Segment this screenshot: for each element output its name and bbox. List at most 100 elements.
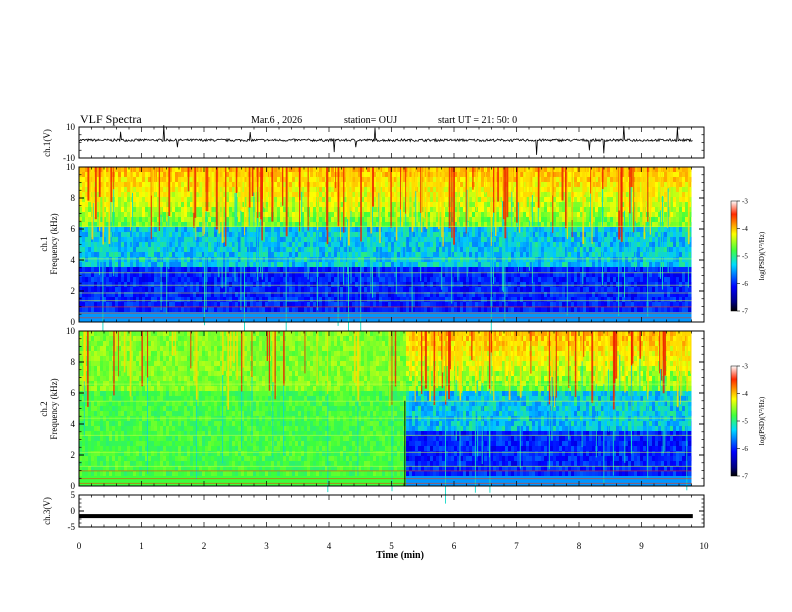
spectrogram-cell <box>433 227 437 233</box>
spectrogram-cell <box>85 172 89 178</box>
spectrogram-cell <box>295 272 299 278</box>
spectrogram-cell <box>457 247 461 253</box>
spectrogram-cell <box>289 232 293 238</box>
spectrogram-cell <box>394 237 398 243</box>
spectrogram-cell <box>151 292 155 298</box>
spectrogram-cell <box>472 312 476 318</box>
spectrogram-cell <box>100 247 104 253</box>
spectrogram-cell <box>352 237 356 243</box>
spectrogram-cell <box>211 247 215 253</box>
spectrogram-cell <box>328 242 332 248</box>
spectrogram-cell <box>409 252 413 258</box>
spectrogram-cell <box>361 172 365 178</box>
spectrogram-cell <box>361 177 365 183</box>
spectrogram-cell <box>526 212 530 218</box>
spectrogram-cell <box>514 292 518 298</box>
spectrogram-cell <box>409 317 413 323</box>
spectrogram-cell <box>190 222 194 228</box>
spectrogram-cell <box>451 317 455 323</box>
spectrogram-cell <box>160 252 164 258</box>
spectrogram-cell <box>412 267 416 273</box>
spectrogram-cell <box>253 252 257 258</box>
spectrogram-cell <box>382 182 386 188</box>
spectrogram-cell <box>523 307 527 313</box>
spectrogram-cell <box>193 227 197 233</box>
spectrogram-cell <box>529 252 533 258</box>
spectrogram-cell <box>409 232 413 238</box>
spectrogram-cell <box>196 262 200 268</box>
spectrogram-cell <box>418 197 422 203</box>
spectrogram-cell <box>433 272 437 278</box>
spectrogram-cell <box>124 262 128 268</box>
spectrogram-cell <box>496 272 500 278</box>
spectrogram-cell <box>412 252 416 258</box>
spectrogram-cell <box>124 272 128 278</box>
spectrogram-cell <box>340 197 344 203</box>
spectrogram-cell <box>151 252 155 258</box>
spectrogram-cell <box>556 312 560 318</box>
spectrogram-cell <box>451 207 455 213</box>
spectrogram-cell <box>445 297 449 303</box>
spectrogram-cell <box>391 282 395 288</box>
spectrogram-cell <box>418 247 422 253</box>
spectrogram-cell <box>352 232 356 238</box>
spectrogram-cell <box>445 177 449 183</box>
spectrogram-cell <box>466 287 470 293</box>
spectrogram-cell <box>478 257 482 263</box>
spectrogram-cell <box>469 267 473 273</box>
spectrogram-cell <box>442 282 446 288</box>
spectrogram-cell <box>175 312 179 318</box>
spectrogram-cell <box>460 222 464 228</box>
spectrogram-cell <box>529 312 533 318</box>
spectrogram-cell <box>88 297 92 303</box>
spectrogram-cell <box>427 267 431 273</box>
spectrogram-cell <box>187 242 191 248</box>
spectrogram-cell <box>190 172 194 178</box>
spectrogram-cell <box>349 317 353 323</box>
spectrogram-cell <box>325 292 329 298</box>
spectrogram-cell <box>301 187 305 193</box>
spectrogram-cell <box>391 242 395 248</box>
spectrogram-cell <box>508 197 512 203</box>
spectrogram-cell <box>115 232 119 238</box>
spectrogram-cell <box>211 242 215 248</box>
spectrogram-cell <box>157 297 161 303</box>
spectrogram-cell <box>133 297 137 303</box>
spectrogram-cell <box>544 192 548 198</box>
spectrogram-cell <box>499 317 503 323</box>
spectrogram-cell <box>298 237 302 243</box>
spectrogram-cell <box>262 312 266 318</box>
spectrogram-cell <box>514 267 518 273</box>
spectrogram-cell <box>469 212 473 218</box>
spectrogram-cell <box>292 282 296 288</box>
spectrogram-cell <box>508 252 512 258</box>
spectrogram-cell <box>559 197 563 203</box>
spectrogram-cell <box>136 257 140 263</box>
spectrogram-cell <box>463 277 467 283</box>
spectrogram-cell <box>166 252 170 258</box>
spectrogram-cell <box>478 222 482 228</box>
spectrogram-cell <box>481 182 485 188</box>
spectrogram-cell <box>118 187 122 193</box>
spectrogram-cell <box>223 257 227 263</box>
spectrogram-cell <box>160 282 164 288</box>
spectrogram-cell <box>451 222 455 228</box>
spectrogram-cell <box>292 272 296 278</box>
spectrogram-cell <box>301 202 305 208</box>
spectrogram-cell <box>421 317 425 323</box>
spectrogram-cell <box>442 297 446 303</box>
spectrogram-cell <box>181 317 185 323</box>
spectrogram-cell <box>283 257 287 263</box>
spectrogram-cell <box>427 292 431 298</box>
spectrogram-cell <box>517 302 521 308</box>
spectrogram-cell <box>433 197 437 203</box>
spectrogram-cell <box>472 172 476 178</box>
spectrogram-cell <box>187 317 191 323</box>
spectrogram-cell <box>331 247 335 253</box>
spectrogram-cell <box>547 202 551 208</box>
spectrogram-cell <box>184 247 188 253</box>
spectrogram-cell <box>499 177 503 183</box>
spectrogram-cell <box>487 232 491 238</box>
spectrogram-cell <box>544 272 548 278</box>
